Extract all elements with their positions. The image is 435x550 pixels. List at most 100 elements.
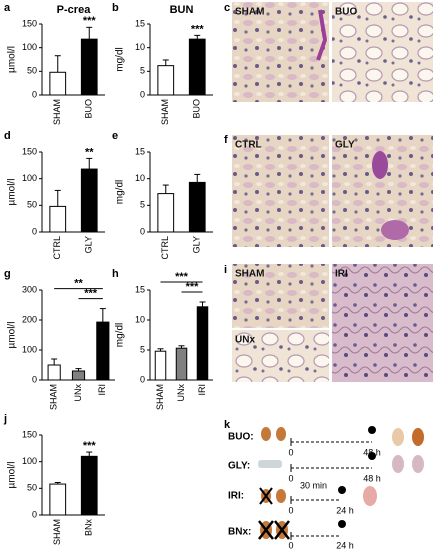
- bar: [49, 483, 67, 516]
- x-tick-label: BNx: [84, 519, 94, 537]
- histology-f: f CTRL GLY: [224, 134, 433, 247]
- y-tick-label: 0: [140, 374, 145, 384]
- panel-letter: h: [112, 268, 119, 280]
- y-axis-label: µmol/l: [7, 46, 18, 73]
- time-label: 0: [288, 540, 293, 550]
- y-tick-label: 5: [140, 200, 145, 210]
- x-tick-label: BUO: [192, 99, 202, 119]
- panel-letter: c: [224, 2, 230, 14]
- y-tick-label: 10: [135, 42, 145, 52]
- y-tick-label: 50: [27, 483, 37, 493]
- bar: [175, 347, 188, 381]
- panel-letter: a: [4, 2, 11, 14]
- x-tick-label: SHAM: [160, 99, 170, 125]
- x-tick-label: SHAM: [52, 99, 62, 125]
- row-label: BNx:: [228, 527, 251, 538]
- panel-letter: i: [224, 264, 227, 276]
- x-tick-label: BUO: [84, 99, 94, 119]
- x-tick-label: CTRL: [52, 236, 62, 260]
- time-label: 0: [288, 447, 293, 457]
- time-label: 0: [288, 505, 293, 515]
- y-tick-label: 5: [140, 66, 145, 76]
- bar: [47, 364, 61, 381]
- image: [232, 330, 329, 382]
- y-axis-label: µmol/l: [7, 179, 18, 206]
- y-tick-label: 0: [32, 509, 37, 519]
- x-tick-label: CTRL: [160, 236, 170, 260]
- bar: [49, 71, 67, 96]
- bar: [154, 350, 167, 381]
- panel-letter: g: [4, 268, 11, 280]
- y-tick-label: 300: [22, 284, 37, 294]
- bar: [80, 455, 98, 516]
- time-label: 48 h: [363, 473, 381, 483]
- image-label: BUO: [335, 7, 357, 18]
- image: [232, 264, 329, 328]
- y-tick-label: 150: [22, 146, 37, 156]
- image-label: GLY: [335, 140, 355, 151]
- bar: [157, 65, 175, 96]
- y-tick-label: 0: [140, 89, 145, 99]
- time-label: 24 h: [336, 540, 354, 550]
- image: [332, 2, 433, 102]
- row-label: GLY:: [228, 461, 250, 472]
- chart-title: BUN: [170, 4, 194, 16]
- histology-i: i SHAM IRI UNx: [224, 264, 433, 382]
- y-tick-label: 150: [22, 429, 37, 439]
- x-tick-label: UNx: [73, 384, 83, 402]
- y-tick-label: 0: [32, 374, 37, 384]
- significance: ***: [191, 23, 205, 35]
- chart-title: P-crea: [57, 4, 92, 16]
- bar: [80, 38, 98, 96]
- bar: [49, 205, 67, 233]
- y-tick-label: 15: [135, 146, 145, 156]
- image-label: SHAM: [235, 269, 264, 280]
- panel-letter: e: [112, 130, 118, 142]
- image-label: CTRL: [235, 140, 262, 151]
- image-label: SHAM: [235, 7, 264, 18]
- y-tick-label: 10: [135, 173, 145, 183]
- panel-letter: d: [4, 130, 11, 142]
- x-tick-label: SHAM: [52, 519, 62, 545]
- x-tick-label: IRI: [97, 384, 107, 396]
- y-axis-label: µmol/l: [7, 322, 18, 349]
- significance: ***: [175, 271, 189, 283]
- image-label: UNx: [235, 335, 255, 346]
- y-tick-label: 200: [22, 314, 37, 324]
- significance: **: [85, 146, 94, 158]
- x-tick-label: GLY: [84, 236, 94, 253]
- bar: [80, 168, 98, 233]
- bar: [188, 181, 206, 233]
- bar: [96, 321, 110, 381]
- y-tick-label: 150: [22, 18, 37, 28]
- image-label: IRI: [335, 269, 348, 280]
- image: [332, 264, 433, 382]
- panel-letter: k: [224, 419, 231, 431]
- x-tick-label: IRI: [197, 384, 207, 396]
- panel-letter: f: [224, 134, 228, 146]
- y-tick-label: 100: [22, 344, 37, 354]
- image: [232, 135, 329, 247]
- time-note: 30 min: [300, 480, 327, 490]
- bar: [188, 38, 206, 96]
- y-tick-label: 0: [32, 226, 37, 236]
- panel-letter: b: [112, 2, 119, 14]
- y-axis-label: mg/dl: [115, 47, 126, 71]
- time-label: 0: [288, 473, 293, 483]
- y-tick-label: 100: [22, 456, 37, 466]
- significance: **: [74, 278, 83, 290]
- histology-c: c SHAM BUO: [224, 2, 433, 102]
- significance: ***: [186, 281, 200, 293]
- x-tick-label: SHAM: [155, 384, 165, 410]
- x-tick-label: UNx: [176, 384, 186, 402]
- panel-letter: j: [3, 413, 7, 425]
- y-tick-label: 0: [140, 226, 145, 236]
- y-tick-label: 15: [135, 284, 145, 294]
- y-tick-label: 5: [140, 344, 145, 354]
- y-tick-label: 10: [135, 314, 145, 324]
- bar: [196, 306, 209, 381]
- y-tick-label: 15: [135, 18, 145, 28]
- row-label: BUO:: [228, 432, 254, 443]
- y-tick-label: 100: [22, 173, 37, 183]
